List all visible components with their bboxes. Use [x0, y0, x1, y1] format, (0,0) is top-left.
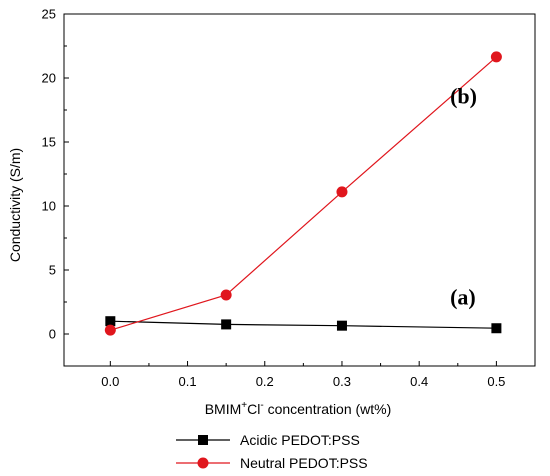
y-tick-label: 25: [42, 7, 56, 22]
annotation-label: (a): [450, 285, 476, 310]
plot-frame: [63, 13, 536, 367]
legend-marker-acidic: [198, 435, 208, 445]
y-axis-title: Conductivity (S/m): [7, 148, 23, 262]
x-axis-title: BMIM+Cl- concentration (wt%): [205, 400, 392, 417]
series-0-point: [105, 316, 116, 327]
x-tick-label: 0.4: [410, 374, 428, 389]
y-tick-label: 5: [49, 263, 56, 278]
series-0-point: [491, 323, 502, 334]
annotation-label: (b): [450, 84, 477, 109]
series-1-point: [490, 51, 502, 63]
y-tick-label: 10: [42, 199, 56, 214]
x-axis-title-sup2: -: [260, 400, 263, 411]
x-tick-label: 0.2: [256, 374, 274, 389]
series-1-point: [104, 324, 116, 336]
x-axis-title-post: concentration (wt%): [264, 401, 392, 417]
legend-label-neutral: Neutral PEDOT:PSS: [240, 455, 368, 471]
x-tick-label: 0.3: [333, 374, 351, 389]
x-axis-title-sup1: +: [241, 400, 247, 411]
legend-label-acidic: Acidic PEDOT:PSS: [240, 432, 360, 448]
legend-marker-neutral: [197, 457, 209, 469]
series-0-point: [336, 320, 347, 331]
y-tick-label: 15: [42, 135, 56, 150]
y-tick-label: 0: [49, 327, 56, 342]
legend: Acidic PEDOT:PSS Neutral PEDOT:PSS: [176, 432, 368, 471]
series-line-1: [110, 56, 497, 331]
series-1-point: [220, 289, 232, 301]
series-line-0: [110, 320, 497, 329]
x-tick-label: 0.5: [487, 374, 505, 389]
x-tick-label: 0.1: [179, 374, 197, 389]
x-tick-label: 0.0: [101, 374, 119, 389]
series-1-point: [336, 186, 348, 198]
x-axis-title-pre: BMIM: [205, 401, 242, 417]
y-tick-label: 20: [42, 71, 56, 86]
series-0-point: [221, 319, 232, 330]
x-axis-title-mid: Cl: [247, 401, 260, 417]
